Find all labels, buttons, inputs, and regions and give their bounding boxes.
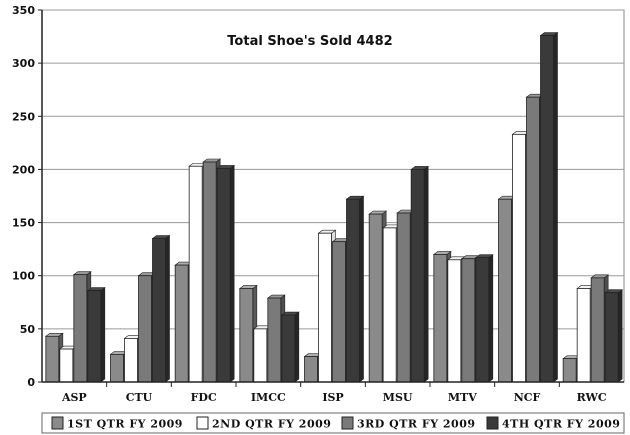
x-category-label: ISP bbox=[322, 391, 343, 404]
bar-msu-q2 bbox=[382, 227, 397, 383]
bar-isp-q1 bbox=[304, 356, 318, 383]
bar-side-mtv-q4 bbox=[488, 254, 494, 383]
bar-rwc-q3 bbox=[590, 277, 605, 383]
bar-side-asp-q4 bbox=[100, 286, 106, 383]
bar-side-fdc-q4 bbox=[229, 164, 235, 383]
bar-asp-q4 bbox=[87, 290, 102, 383]
legend-swatch-q2 bbox=[196, 416, 209, 430]
bar-fdc-q3 bbox=[202, 161, 217, 383]
bar-msu-q4 bbox=[410, 169, 425, 383]
bar-side-msu-q4 bbox=[423, 165, 429, 383]
x-category-label: RWC bbox=[577, 391, 607, 404]
x-axis-category-labels: ASP CTU FDC IMCC ISP MSU MTV NCF RWC bbox=[61, 382, 607, 404]
legend-label-q2: 2ND QTR FY 2009 bbox=[212, 418, 331, 431]
bar-rwc-q2 bbox=[576, 288, 591, 383]
legend-box bbox=[41, 412, 625, 434]
x-category-label: FDC bbox=[191, 391, 217, 404]
legend-swatch-q3 bbox=[341, 416, 354, 430]
bar-fdc-q1 bbox=[174, 264, 189, 383]
bar-ctu-q2 bbox=[124, 338, 138, 383]
legend-label-q3: 3RD QTR FY 2009 bbox=[357, 418, 476, 431]
x-category-label: CTU bbox=[126, 391, 153, 404]
bar-fdc-q4 bbox=[216, 167, 231, 383]
bar-asp-q1 bbox=[45, 335, 60, 383]
y-tick-label: 300 bbox=[12, 57, 35, 70]
bar-ncf-q2 bbox=[512, 133, 526, 383]
x-category-label: MTV bbox=[448, 391, 477, 404]
bar-imcc-q3 bbox=[267, 297, 282, 383]
legend-label-q4: 4TH QTR FY 2009 bbox=[502, 418, 620, 431]
y-tick-label: 100 bbox=[12, 270, 35, 283]
y-axis-tick-labels: 0 50 100 150 200 250 300 350 bbox=[12, 4, 42, 389]
bar-mtv-q2 bbox=[447, 259, 462, 383]
bar-rwc-q4 bbox=[604, 292, 619, 383]
y-tick-label: 250 bbox=[12, 110, 35, 123]
legend-swatch-q4 bbox=[486, 416, 499, 430]
bar-asp-q2 bbox=[59, 348, 74, 383]
y-tick-label: 0 bbox=[27, 376, 35, 389]
bar-ctu-q3 bbox=[138, 275, 152, 383]
bar-isp-q3 bbox=[332, 241, 346, 383]
bar-mtv-q1 bbox=[433, 254, 448, 383]
bar-msu-q1 bbox=[368, 213, 383, 383]
y-tick-label: 200 bbox=[12, 163, 35, 176]
bar-imcc-q1 bbox=[239, 288, 254, 383]
bar-ctu-q4 bbox=[152, 238, 166, 383]
x-category-label: MSU bbox=[383, 391, 413, 404]
bar-mtv-q3 bbox=[461, 258, 476, 383]
bar-side-rwc-q4 bbox=[617, 289, 623, 383]
y-tick-label: 150 bbox=[12, 217, 35, 230]
bar-imcc-q2 bbox=[253, 328, 268, 383]
bar-ctu-q1 bbox=[110, 353, 124, 383]
bar-side-imcc-q4 bbox=[294, 311, 300, 383]
x-category-label: ASP bbox=[61, 391, 87, 404]
bar-side-ncf-q4 bbox=[553, 31, 558, 383]
bar-mtv-q4 bbox=[475, 257, 490, 383]
bar-side-ctu-q4 bbox=[165, 234, 170, 383]
bar-fdc-q2 bbox=[188, 165, 203, 383]
bar-asp-q3 bbox=[73, 274, 88, 383]
chart-title: Total Shoe's Sold 4482 bbox=[227, 34, 392, 49]
bar-isp-q4 bbox=[346, 198, 360, 383]
x-category-label: IMCC bbox=[251, 391, 286, 404]
y-tick-label: 350 bbox=[12, 4, 35, 17]
x-category-label: NCF bbox=[514, 391, 541, 404]
legend-swatch-q1 bbox=[51, 416, 64, 430]
bar-side-isp-q4 bbox=[359, 195, 364, 383]
bar-rwc-q1 bbox=[562, 358, 577, 383]
bar-imcc-q4 bbox=[281, 314, 296, 383]
bar-msu-q3 bbox=[396, 212, 411, 383]
bar-isp-q2 bbox=[318, 232, 332, 383]
bar-ncf-q4 bbox=[540, 35, 554, 383]
legend: 1ST QTR FY 2009 2ND QTR FY 2009 3RD QTR FY… bbox=[51, 416, 620, 431]
bar-ncf-q3 bbox=[526, 96, 540, 383]
legend-label-q1: 1ST QTR FY 2009 bbox=[67, 418, 183, 431]
y-tick-label: 50 bbox=[20, 323, 36, 336]
bar-ncf-q1 bbox=[498, 198, 512, 383]
